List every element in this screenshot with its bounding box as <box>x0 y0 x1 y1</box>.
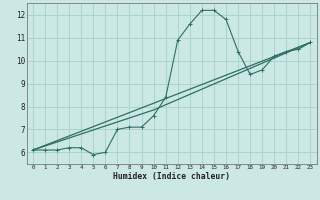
X-axis label: Humidex (Indice chaleur): Humidex (Indice chaleur) <box>113 172 230 181</box>
